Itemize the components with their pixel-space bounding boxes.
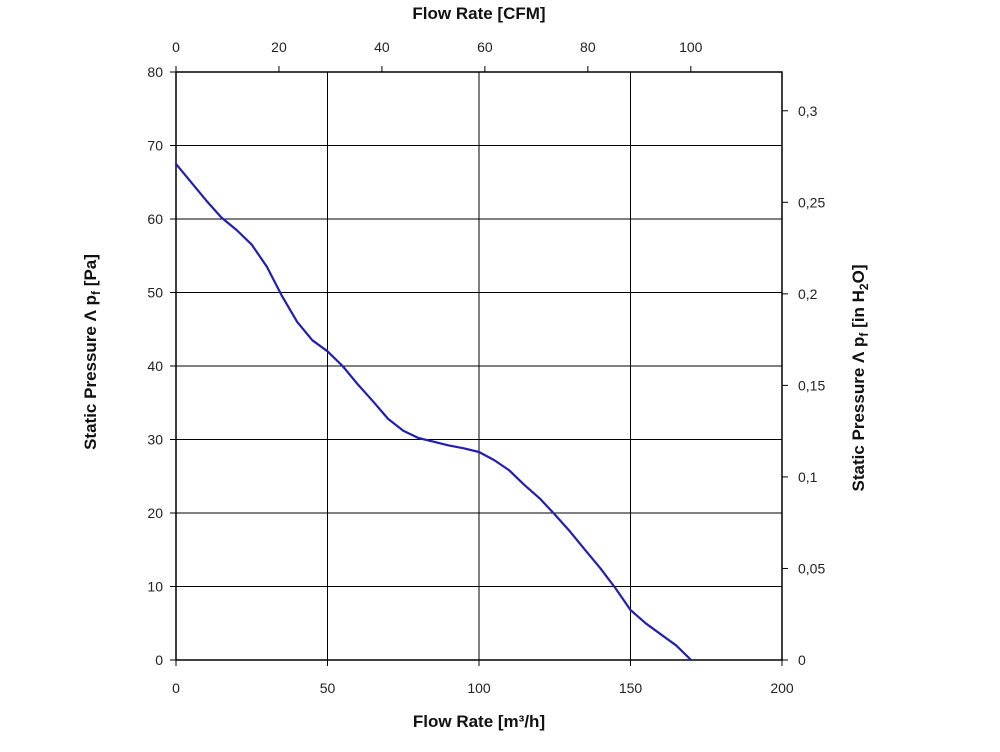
y-right-tick-label: 0,3: [798, 103, 818, 119]
y-left-tick-label: 70: [147, 138, 163, 154]
x-top-tick-label: 20: [271, 39, 287, 55]
y-right-tick-label: 0: [798, 652, 806, 668]
x-top-axis-title: Flow Rate [CFM]: [412, 4, 545, 23]
y-right-tick-label: 0,05: [798, 560, 825, 576]
y-left-tick-label: 10: [147, 579, 163, 595]
y-left-axis-title: Static Pressure Λ pf [Pa]: [81, 254, 103, 450]
x-bottom-tick-label: 0: [172, 680, 180, 696]
y-right-tick-label: 0,25: [798, 194, 825, 210]
y-left-tick-label: 50: [147, 285, 163, 301]
x-bottom-tick-label: 200: [770, 680, 794, 696]
y-left-tick-label: 80: [147, 64, 163, 80]
y-right-tick-label: 0,15: [798, 377, 825, 393]
y-right-axis-title: Static Pressure Λ pf [in H2O]: [849, 264, 871, 491]
y-left-tick-label: 40: [147, 358, 163, 374]
y-left-tick-label: 0: [155, 652, 163, 668]
series-layer: [174, 162, 693, 662]
x-bottom-axis-title: Flow Rate [m³/h]: [413, 712, 545, 731]
x-top-tick-label: 100: [679, 39, 703, 55]
x-top-tick-label: 60: [477, 39, 493, 55]
x-bottom-tick-label: 100: [467, 680, 491, 696]
x-bottom-tick-label: 150: [619, 680, 643, 696]
y-left-tick-label: 30: [147, 432, 163, 448]
y-left-tick-label: 20: [147, 505, 163, 521]
x-top-tick-label: 0: [172, 39, 180, 55]
x-bottom-tick-label: 50: [320, 680, 336, 696]
y-left-tick-label: 60: [147, 211, 163, 227]
grid: [176, 72, 782, 660]
x-top-tick-label: 80: [580, 39, 596, 55]
y-right-tick-label: 0,1: [798, 469, 818, 485]
x-top-tick-label: 40: [374, 39, 390, 55]
y-right-tick-label: 0,2: [798, 286, 818, 302]
series-line: [174, 162, 693, 662]
